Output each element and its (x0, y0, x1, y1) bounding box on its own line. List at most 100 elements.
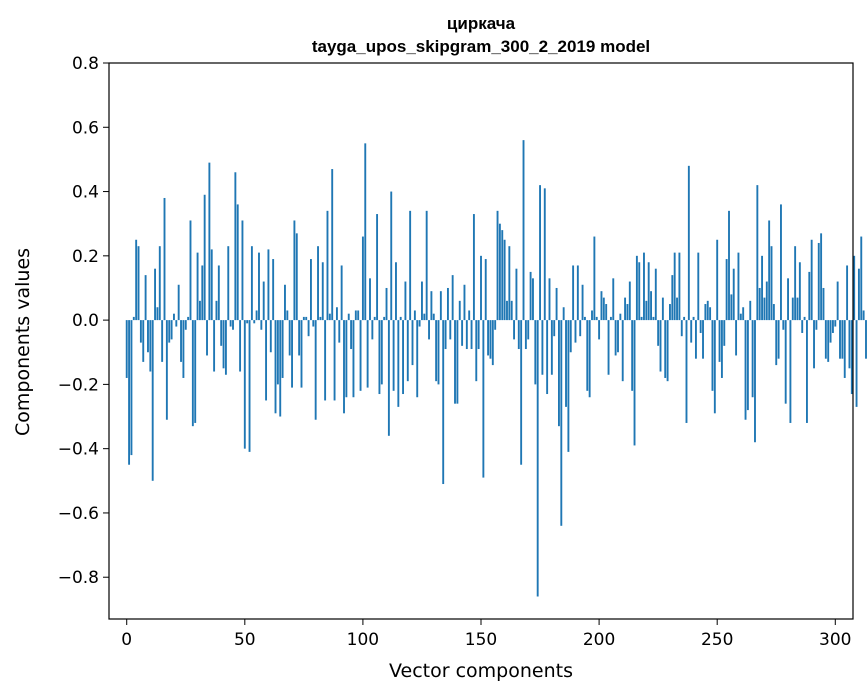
bar-306 (848, 320, 851, 369)
bar-154 (489, 320, 492, 359)
y-tick-label: 0.4 (72, 183, 99, 203)
bar-296 (824, 320, 827, 359)
bar-103 (369, 278, 371, 321)
bar-188 (569, 320, 572, 353)
bar-171 (529, 271, 532, 321)
bar-248 (711, 320, 714, 391)
bar-192 (579, 320, 582, 337)
bar-122 (413, 310, 416, 321)
bar-56 (258, 252, 260, 321)
bar-83 (321, 262, 324, 321)
bar-253 (723, 320, 726, 346)
y-tick-label: 0.8 (72, 54, 99, 74)
bar-131 (435, 320, 438, 382)
bar-262 (744, 320, 747, 420)
bar-129 (430, 291, 433, 321)
bar-203 (605, 304, 608, 321)
bar-239 (690, 320, 693, 343)
bar-151 (482, 320, 485, 478)
bar-233 (676, 297, 678, 321)
x-axis-label: Vector components (389, 660, 573, 682)
y-tick-label: −0.4 (58, 440, 99, 460)
bar-22 (177, 284, 180, 321)
bar-95 (350, 320, 353, 350)
bar-38 (215, 300, 218, 321)
bar-118 (404, 281, 407, 321)
bar-240 (692, 316, 695, 321)
bar-46 (234, 172, 237, 321)
bar-9 (147, 320, 149, 353)
bar-225 (657, 320, 660, 346)
bar-21 (175, 320, 178, 327)
bar-293 (817, 242, 820, 321)
bar-86 (328, 313, 331, 321)
bar-266 (754, 320, 756, 443)
bar-50 (243, 320, 246, 449)
bar-93 (345, 320, 348, 398)
bar-47 (236, 204, 239, 321)
bar-204 (607, 320, 610, 375)
bar-198 (593, 236, 596, 321)
bar-207 (614, 320, 617, 356)
bar-144 (465, 320, 468, 350)
bar-217 (638, 262, 641, 321)
bar-218 (640, 316, 643, 321)
bar-68 (286, 310, 289, 321)
bar-81 (317, 246, 319, 321)
bar-290 (810, 239, 813, 321)
bar-66 (281, 320, 284, 378)
bar-2 (130, 320, 133, 456)
bar-109 (383, 316, 386, 321)
bar-34 (206, 320, 208, 356)
y-tick-label: −0.8 (58, 568, 99, 588)
y-axis-label: Components values (12, 248, 34, 436)
bar-157 (496, 210, 499, 321)
bar-121 (411, 320, 414, 366)
x-tick-label: 50 (234, 630, 256, 650)
bar-189 (572, 265, 575, 321)
bar-165 (515, 268, 518, 321)
bar-197 (591, 310, 593, 321)
bar-281 (789, 320, 792, 423)
bar-172 (532, 278, 534, 321)
bar-279 (784, 320, 787, 404)
bar-268 (758, 287, 761, 321)
bar-87 (331, 169, 334, 321)
bar-14 (158, 246, 161, 321)
bar-106 (376, 214, 379, 321)
bar-182 (555, 287, 558, 321)
bar-249 (713, 320, 716, 414)
bar-57 (260, 320, 263, 330)
bar-35 (208, 162, 211, 321)
bar-7 (142, 320, 145, 362)
bar-277 (780, 204, 782, 321)
bar-113 (392, 320, 395, 391)
bar-6 (139, 320, 142, 343)
bar-5 (137, 246, 140, 321)
bar-183 (558, 320, 560, 427)
bar-299 (831, 320, 834, 333)
bar-70 (291, 320, 293, 388)
bar-58 (262, 281, 265, 321)
bar-275 (775, 320, 778, 366)
bar-301 (836, 281, 839, 321)
chart-subtitle: tayga_upos_skipgram_300_2_2019 model (312, 37, 650, 56)
bar-54 (253, 320, 256, 324)
y-tick-label: −0.6 (58, 504, 99, 524)
bar-258 (735, 320, 738, 356)
bar-242 (697, 252, 700, 321)
bar-193 (581, 284, 584, 321)
bar-142 (461, 320, 464, 346)
bar-312 (862, 310, 865, 321)
bar-79 (312, 320, 315, 327)
bar-310 (857, 268, 860, 321)
bar-8 (144, 275, 147, 321)
bar-237 (685, 320, 688, 423)
bar-44 (229, 320, 232, 327)
bar-62 (272, 259, 275, 321)
bar-288 (806, 320, 808, 423)
bar-73 (298, 320, 301, 356)
bar-168 (522, 140, 525, 321)
bar-39 (217, 265, 220, 321)
bar-52 (248, 320, 251, 452)
